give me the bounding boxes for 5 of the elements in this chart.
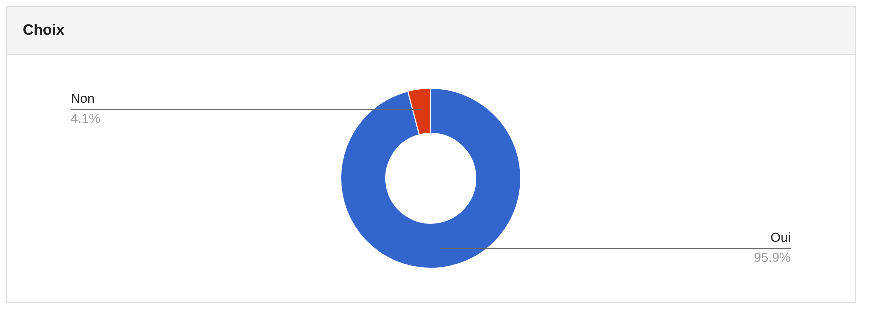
- data-label: 95.9%: [754, 250, 792, 266]
- chart-title: Choix: [7, 7, 855, 55]
- data-label: 4.1%: [71, 110, 102, 126]
- slice-label: Oui: [770, 230, 792, 246]
- slice-label: Non: [71, 90, 95, 106]
